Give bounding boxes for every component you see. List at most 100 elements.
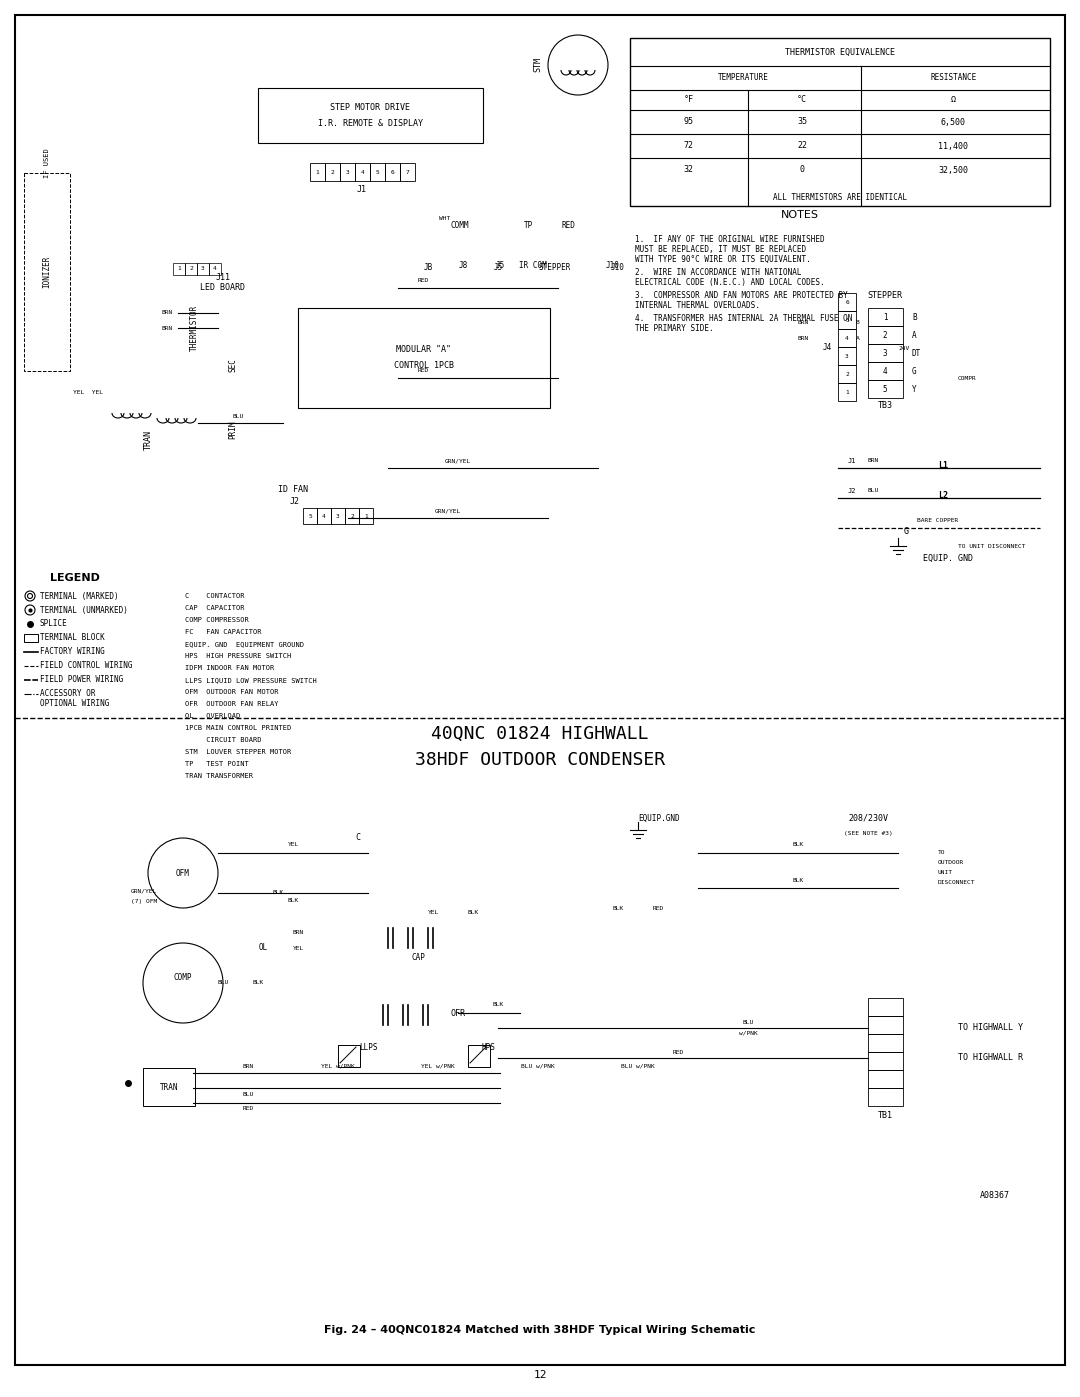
Text: YEL  YEL: YEL YEL bbox=[73, 391, 103, 395]
Text: (SEE NOTE #3): (SEE NOTE #3) bbox=[843, 830, 892, 835]
Text: TERMINAL BLOCK: TERMINAL BLOCK bbox=[40, 633, 105, 643]
Text: 3: 3 bbox=[336, 514, 340, 518]
Text: IR COM: IR COM bbox=[519, 261, 546, 271]
Text: ID FAN: ID FAN bbox=[278, 486, 308, 495]
Text: EQUIP. GND  EQUIPMENT GROUND: EQUIP. GND EQUIPMENT GROUND bbox=[185, 641, 303, 647]
Text: COMPR: COMPR bbox=[958, 376, 976, 380]
Text: EQUIP. GND: EQUIP. GND bbox=[923, 553, 973, 563]
Text: OUTDOOR: OUTDOOR bbox=[939, 861, 964, 866]
Text: J2: J2 bbox=[291, 497, 300, 507]
Text: J10: J10 bbox=[611, 264, 625, 272]
Text: SEC: SEC bbox=[229, 358, 238, 372]
Text: INTERNAL THERMAL OVERLOADS.: INTERNAL THERMAL OVERLOADS. bbox=[635, 300, 760, 310]
Text: A: A bbox=[856, 335, 860, 341]
Text: COMP: COMP bbox=[174, 974, 192, 982]
Text: 3: 3 bbox=[882, 348, 888, 358]
Bar bbox=[838, 365, 856, 383]
Text: 7: 7 bbox=[406, 169, 409, 175]
Text: IF USED: IF USED bbox=[44, 148, 50, 177]
Text: B: B bbox=[912, 313, 917, 321]
Text: OPTIONAL WIRING: OPTIONAL WIRING bbox=[40, 700, 109, 708]
Text: OL   OVERLOAD: OL OVERLOAD bbox=[185, 712, 240, 719]
Text: TO UNIT DISCONNECT: TO UNIT DISCONNECT bbox=[958, 543, 1026, 549]
Text: BLU: BLU bbox=[232, 414, 244, 419]
Text: A08367: A08367 bbox=[980, 1190, 1010, 1200]
Text: STEPPER: STEPPER bbox=[867, 292, 903, 300]
Text: JB: JB bbox=[423, 264, 433, 272]
Text: J1: J1 bbox=[357, 184, 367, 194]
Bar bbox=[868, 1088, 903, 1106]
Bar bbox=[359, 509, 373, 524]
Text: 6: 6 bbox=[846, 299, 849, 305]
Text: BLU: BLU bbox=[742, 1020, 754, 1025]
Text: DT: DT bbox=[912, 348, 921, 358]
Text: BARE COPPER: BARE COPPER bbox=[917, 517, 959, 522]
Text: RESISTANCE: RESISTANCE bbox=[930, 74, 976, 82]
Text: OFM: OFM bbox=[176, 869, 190, 877]
Text: 5: 5 bbox=[376, 169, 379, 175]
Text: BLK: BLK bbox=[468, 909, 480, 915]
Text: BRN: BRN bbox=[162, 326, 173, 331]
Text: 6,500: 6,500 bbox=[941, 117, 966, 127]
Text: 5: 5 bbox=[308, 514, 312, 518]
Text: RED: RED bbox=[242, 1106, 254, 1112]
Text: 3.  COMPRESSOR AND FAN MOTORS ARE PROTECTED BY: 3. COMPRESSOR AND FAN MOTORS ARE PROTECT… bbox=[635, 291, 848, 300]
Bar bbox=[868, 344, 903, 362]
Text: 1: 1 bbox=[364, 514, 368, 518]
Text: THE PRIMARY SIDE.: THE PRIMARY SIDE. bbox=[635, 324, 714, 332]
Bar bbox=[258, 88, 483, 142]
Bar bbox=[310, 163, 325, 182]
Text: ELECTRICAL CODE (N.E.C.) AND LOCAL CODES.: ELECTRICAL CODE (N.E.C.) AND LOCAL CODES… bbox=[635, 278, 825, 286]
Text: TB3: TB3 bbox=[877, 401, 892, 411]
Text: 2.  WIRE IN ACCORDANCE WITH NATIONAL: 2. WIRE IN ACCORDANCE WITH NATIONAL bbox=[635, 268, 801, 277]
Text: 1: 1 bbox=[882, 313, 888, 321]
Text: BLU w/PNK: BLU w/PNK bbox=[522, 1063, 555, 1069]
Text: THERMISTOR EQUIVALENCE: THERMISTOR EQUIVALENCE bbox=[785, 47, 895, 56]
Text: 35: 35 bbox=[797, 117, 807, 127]
Text: OL: OL bbox=[258, 943, 268, 953]
Text: LLPS: LLPS bbox=[359, 1044, 377, 1052]
Text: BRN: BRN bbox=[242, 1063, 254, 1069]
Text: TRAN: TRAN bbox=[144, 430, 152, 450]
Bar bbox=[345, 509, 359, 524]
Text: BRN: BRN bbox=[798, 335, 809, 341]
Text: BLU: BLU bbox=[217, 981, 229, 985]
Bar bbox=[868, 997, 903, 1016]
Bar bbox=[24, 173, 70, 372]
Text: 4: 4 bbox=[361, 169, 364, 175]
Text: 38HDF OUTDOOR CONDENSER: 38HDF OUTDOOR CONDENSER bbox=[415, 752, 665, 768]
Text: CONTROL 1PCB: CONTROL 1PCB bbox=[394, 362, 454, 370]
Bar bbox=[173, 263, 185, 275]
Text: 12: 12 bbox=[534, 1370, 546, 1380]
Text: COMP COMPRESSOR: COMP COMPRESSOR bbox=[185, 617, 248, 623]
Text: ALL THERMISTORS ARE IDENTICAL: ALL THERMISTORS ARE IDENTICAL bbox=[773, 194, 907, 203]
Text: THERMISTOR: THERMISTOR bbox=[189, 305, 199, 351]
Text: BLK: BLK bbox=[253, 981, 264, 985]
Bar bbox=[868, 1070, 903, 1088]
Bar bbox=[143, 1067, 195, 1106]
Text: A: A bbox=[912, 331, 917, 339]
Text: TP: TP bbox=[524, 222, 532, 231]
Bar bbox=[298, 307, 550, 408]
Text: 11,400: 11,400 bbox=[939, 141, 969, 151]
Text: WHT: WHT bbox=[440, 215, 450, 221]
Text: YEL w/PNK: YEL w/PNK bbox=[421, 1063, 455, 1069]
Text: 2: 2 bbox=[350, 514, 354, 518]
Text: Y: Y bbox=[912, 384, 917, 394]
Text: BLK: BLK bbox=[272, 890, 284, 895]
Text: ACCESSORY OR: ACCESSORY OR bbox=[40, 690, 95, 698]
Text: DISCONNECT: DISCONNECT bbox=[939, 880, 975, 886]
Text: J5: J5 bbox=[496, 261, 504, 271]
Text: BLU w/PNK: BLU w/PNK bbox=[621, 1063, 654, 1069]
Text: YEL w/PNK: YEL w/PNK bbox=[321, 1063, 355, 1069]
Text: UNIT: UNIT bbox=[939, 870, 953, 876]
Text: °F: °F bbox=[684, 95, 693, 105]
Text: YEL: YEL bbox=[428, 909, 440, 915]
Bar bbox=[303, 509, 318, 524]
Text: STEP MOTOR DRIVE: STEP MOTOR DRIVE bbox=[330, 103, 410, 112]
Text: FC   FAN CAPACITOR: FC FAN CAPACITOR bbox=[185, 629, 261, 636]
Text: °C: °C bbox=[797, 95, 807, 105]
Text: J10: J10 bbox=[606, 261, 620, 271]
Text: L2: L2 bbox=[939, 492, 948, 500]
Text: RED: RED bbox=[418, 278, 429, 284]
